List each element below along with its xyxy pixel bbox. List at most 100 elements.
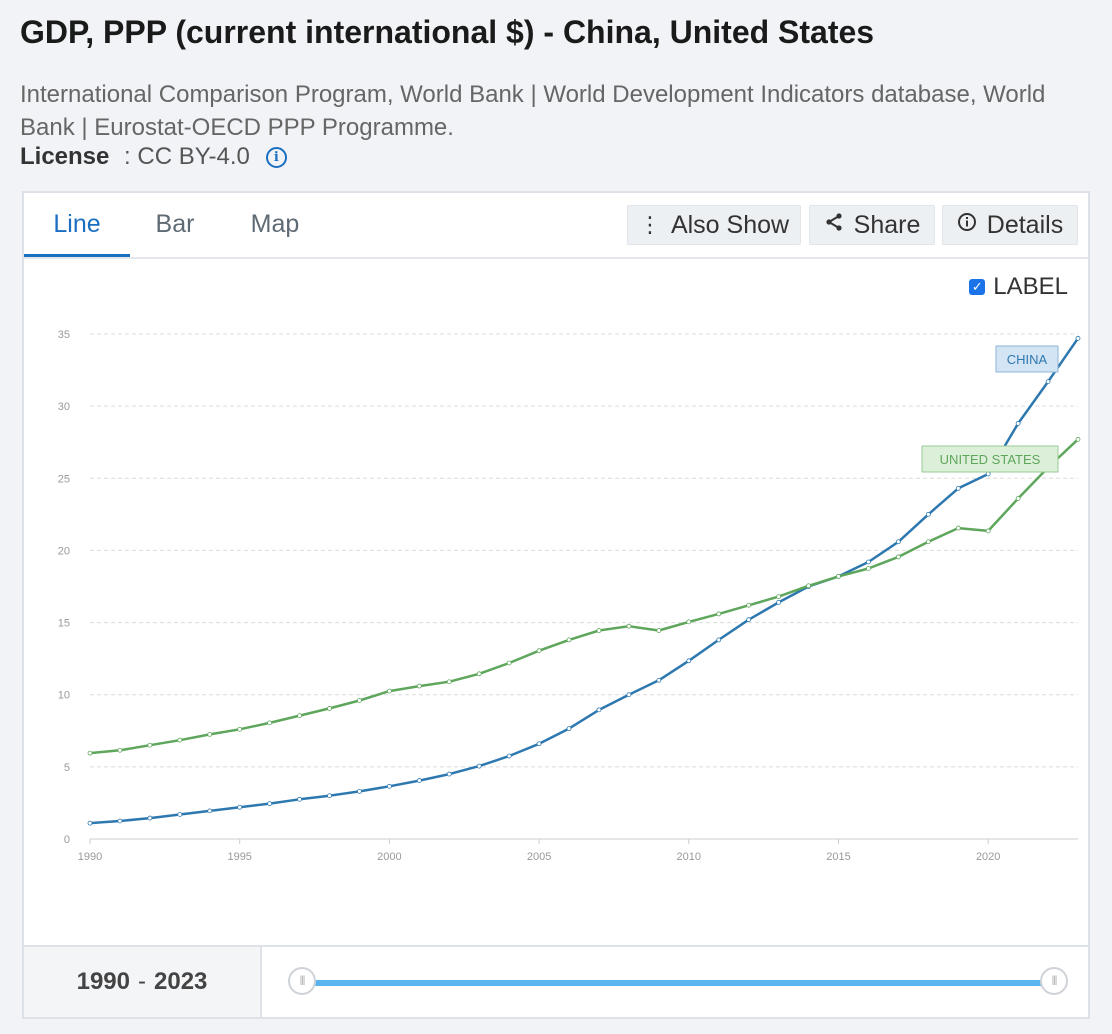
data-point (985, 471, 991, 477)
data-point (866, 566, 871, 571)
series-line-china (89, 337, 1080, 825)
checkbox-checked-icon[interactable]: ✓ (969, 279, 986, 295)
data-point (416, 683, 422, 689)
license-value: CC BY-4.0 (137, 143, 250, 170)
data-point (207, 808, 213, 814)
data-point (87, 820, 93, 826)
data-point (955, 525, 961, 531)
data-point (476, 671, 482, 677)
tab-line[interactable]: Line (24, 193, 130, 257)
series-label-united-states: UNITED STATES (940, 452, 1041, 467)
data-point (506, 753, 512, 759)
view-tabs: Line Bar Map ⋮ Also Show Share Details (24, 193, 1088, 259)
range-start-handle[interactable]: ||| (288, 967, 316, 995)
data-point (446, 771, 452, 777)
data-point (895, 539, 901, 545)
y-tick-label: 5 (64, 762, 70, 774)
data-point (716, 611, 722, 617)
data-point (776, 594, 782, 600)
range-end-handle[interactable]: ||| (1040, 967, 1068, 995)
series-label-box (995, 345, 1059, 373)
label-toggle[interactable]: ✓ LABEL (969, 273, 1068, 301)
x-tick-label: 1990 (78, 851, 102, 863)
data-point (566, 726, 572, 732)
data-point (656, 677, 662, 683)
range-slider-track[interactable] (304, 980, 1054, 986)
data-point (386, 688, 392, 694)
data-point (207, 731, 213, 737)
data-point (1075, 436, 1081, 442)
y-tick-label: 20 (58, 545, 70, 557)
data-point (746, 602, 752, 608)
data-point (985, 528, 991, 534)
data-point (866, 559, 871, 565)
data-point (686, 658, 692, 664)
license-separator: : (117, 143, 138, 170)
data-point (267, 720, 273, 726)
info-icon[interactable]: i (265, 146, 287, 168)
details-button[interactable]: Details (942, 205, 1078, 245)
y-tick-label: 15 (58, 618, 70, 630)
x-tick-label: 2010 (677, 851, 701, 863)
data-point (237, 804, 243, 810)
data-point (895, 554, 901, 560)
data-point (147, 742, 153, 748)
license-line: License : CC BY-4.0 i (20, 143, 287, 171)
tab-map[interactable]: Map (250, 210, 300, 238)
series-line-united-states (89, 438, 1079, 755)
x-tick-label: 2020 (976, 851, 1000, 863)
y-tick-label: 35 (58, 329, 70, 341)
info-circle-icon (957, 206, 977, 244)
data-point (1015, 421, 1021, 426)
year-range-bar: 1990 - 2023 ||| ||| (22, 947, 1090, 1019)
series-label-box (921, 445, 1059, 473)
y-tick-label: 0 (64, 834, 70, 846)
year-range-label: 1990 - 2023 (24, 947, 262, 1017)
data-point (297, 713, 302, 719)
data-point (117, 818, 123, 824)
data-point (267, 801, 273, 807)
data-point (297, 796, 302, 802)
x-tick-label: 2005 (527, 851, 551, 863)
data-point (806, 583, 811, 589)
share-button[interactable]: Share (809, 205, 935, 245)
y-tick-label: 25 (58, 473, 70, 485)
data-point (237, 726, 243, 732)
data-point (476, 763, 482, 769)
data-point (327, 706, 332, 711)
page-title: GDP, PPP (current international $) - Chi… (20, 14, 875, 50)
data-point (416, 778, 422, 783)
data-point (716, 637, 722, 643)
data-point (357, 788, 362, 794)
data-point (446, 679, 452, 685)
data-point (776, 599, 782, 605)
range-start: 1990 (76, 968, 130, 995)
range-separator: - (138, 968, 146, 995)
data-point (596, 628, 602, 633)
share-icon (824, 206, 844, 244)
details-label: Details (986, 211, 1064, 239)
license-label: License (20, 143, 110, 170)
data-point (327, 793, 332, 799)
y-tick-label: 30 (58, 401, 70, 413)
label-toggle-text: LABEL (993, 273, 1068, 300)
tab-bar[interactable]: Bar (155, 210, 195, 238)
data-point (596, 707, 602, 713)
share-label: Share (853, 211, 921, 239)
data-point (955, 485, 961, 491)
range-end: 2023 (154, 968, 208, 995)
data-point (1075, 335, 1081, 341)
data-point (656, 628, 662, 633)
also-show-button[interactable]: ⋮ Also Show (627, 205, 801, 245)
line-chart: 0 5 10 15 20 25 30 35 1990 1995 2000 2005 2010 2015 20… (58, 329, 1081, 863)
vertical-dots-icon: ⋮ (638, 212, 661, 237)
data-point (925, 511, 931, 517)
data-point (357, 698, 362, 703)
data-point (536, 741, 542, 747)
data-point (117, 747, 123, 753)
also-show-label: Also Show (670, 211, 790, 239)
x-tick-label: 2015 (826, 851, 850, 863)
chart-panel: Line Bar Map ⋮ Also Show Share Details ✓… (22, 191, 1090, 947)
x-tick-label: 1995 (227, 851, 251, 863)
x-tick-label: 2000 (377, 851, 401, 863)
